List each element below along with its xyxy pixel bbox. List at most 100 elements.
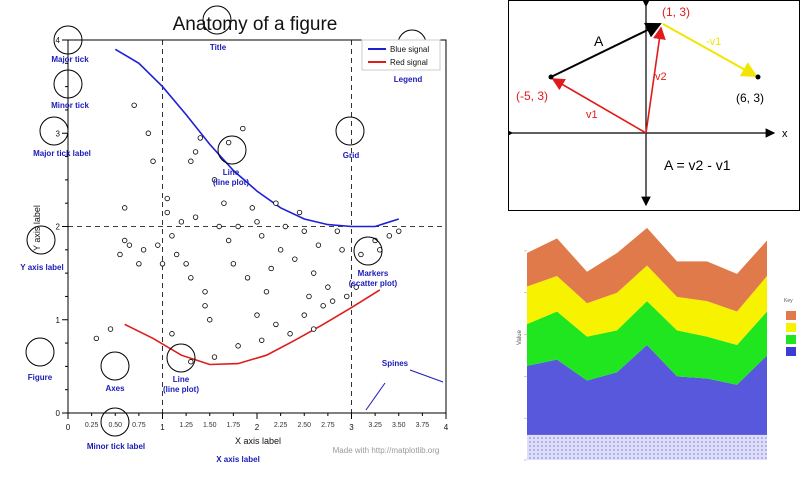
anatomy-figure-panel: 0 1 2 3 4 0.25 0.50 0.75 1.25 1.50 1.75 2.25 2.50 2.7… [20,5,449,464]
scatter-marker [197,135,203,141]
scatter-marker [240,125,246,132]
annotation-label: Minor tick [51,101,89,110]
area-band-green [527,301,767,385]
scatter-marker [136,261,142,267]
y-major-tick-label: 0 [56,409,61,418]
annotation-label: (scatter plot) [349,279,398,288]
x-minor-tick-label: 1.50 [203,422,217,429]
scatter-marker [386,233,392,239]
scatter-marker [159,261,166,267]
annotation-circle [217,135,247,165]
equation: A = v2 - v1 [664,157,731,173]
legend: Blue signal Red signal [361,39,441,71]
annotation-label: Legend [394,75,423,84]
scatter-marker [235,223,241,230]
scatter-marker [277,247,284,253]
annotation-label: Line [173,375,190,384]
annotation-circle [335,116,365,146]
annotation-circle [353,236,383,266]
vector-neg-v1 [662,23,758,77]
stacked-area-panel: Value Key [505,225,800,480]
vector-diagram-svg: x A -v1 v2 v1 (1, 3) (-5, 3) (6, 3) A = … [508,0,800,211]
legend-swatch-green [786,335,796,344]
series-line-blue-signal [114,48,400,228]
area-y-label: Value [517,329,523,345]
area-band-blue [527,345,767,460]
area-legend: Key [784,298,796,356]
legend-entry-red: Red signal [390,58,428,67]
annotation-label: Figure [28,373,53,382]
point-label-6-3: (6, 3) [736,91,764,105]
area-band-yellow [527,265,767,345]
point-right [755,74,761,80]
annotation-label: Major tick label [33,149,91,158]
legend-swatch-yellow [786,323,796,332]
scatter-marker [173,251,180,258]
scatter-marker [353,284,359,290]
annotation-label: (line plot) [163,385,199,394]
legend-swatch-blue [786,347,796,356]
scatter-marker [273,200,279,206]
scatter-marker [150,158,156,164]
x-minor-tick-label: 1.75 [227,422,241,429]
spine-pointer [365,382,386,411]
annotation-circle [53,25,83,55]
scatter-marker [211,354,218,360]
vector-v1 [551,78,647,134]
x-minor-tick-label: 2.75 [321,422,335,429]
scatter-marker [188,275,194,281]
vector-v2 [645,26,666,134]
annotation-circle [100,351,130,381]
scatter-marker [121,205,128,211]
scatter-marker [216,223,222,230]
scatter-marker [296,209,303,216]
y-major-tick-label: 1 [56,316,61,325]
scatter-marker [329,298,336,304]
scatter-marker [339,247,345,253]
vector-a-label: A [594,33,604,49]
scatter-marker [169,331,175,337]
scatter-marker [169,233,175,239]
scatter-marker [188,359,194,365]
scatter-marker [126,242,133,248]
scatter-marker [320,303,326,309]
scatter-marker [292,256,298,262]
diagram-frame [508,0,800,211]
scatter-marker [107,326,114,332]
scatter-marker [202,289,208,295]
scatter-marker [207,317,213,323]
scatter-marker [230,261,237,267]
y-major-tick-label: 4 [56,36,61,45]
axis-x-label: x [782,128,788,140]
x-minor-tick-label: 1.25 [179,422,193,429]
annotation-label: X axis label [216,455,260,464]
series-line-red-signal [124,289,381,366]
vector-diagram-panel: x A -v1 v2 v1 (1, 3) (-5, 3) (6, 3) A = … [508,0,800,218]
scatter-marker [287,331,293,337]
scatter-marker [192,214,199,220]
legend-entry-blue: Blue signal [390,45,429,54]
annotation-label: Y axis label [20,263,63,272]
annotation-label: Minor tick label [87,442,145,451]
point-label-1-3: (1, 3) [662,5,690,19]
y-major-tick-label: 2 [56,223,61,232]
scatter-marker [344,293,350,300]
annotation-circle [166,343,196,373]
vector-neg-v1-label: -v1 [706,36,721,48]
x-major-tick-label: 3 [349,423,354,432]
point-left [548,74,554,80]
x-minor-tick-label: 2.50 [297,422,311,429]
scatter-marker [93,335,100,342]
vector-a [550,22,662,78]
chart-title: Anatomy of a figure [173,14,338,35]
x-minor-tick-label: 3.50 [392,422,406,429]
scatter-marker [221,200,227,206]
area-legend-title: Key [784,298,793,304]
scatter-marker [192,149,199,155]
scatter-marker [259,233,265,239]
y-axis-label: Y axis label [32,205,42,251]
stacked-area-svg: Value Key [517,227,796,461]
x-minor-tick-label: 0.75 [132,422,146,429]
scatter-marker [254,219,260,225]
annotation-circle [202,5,232,35]
